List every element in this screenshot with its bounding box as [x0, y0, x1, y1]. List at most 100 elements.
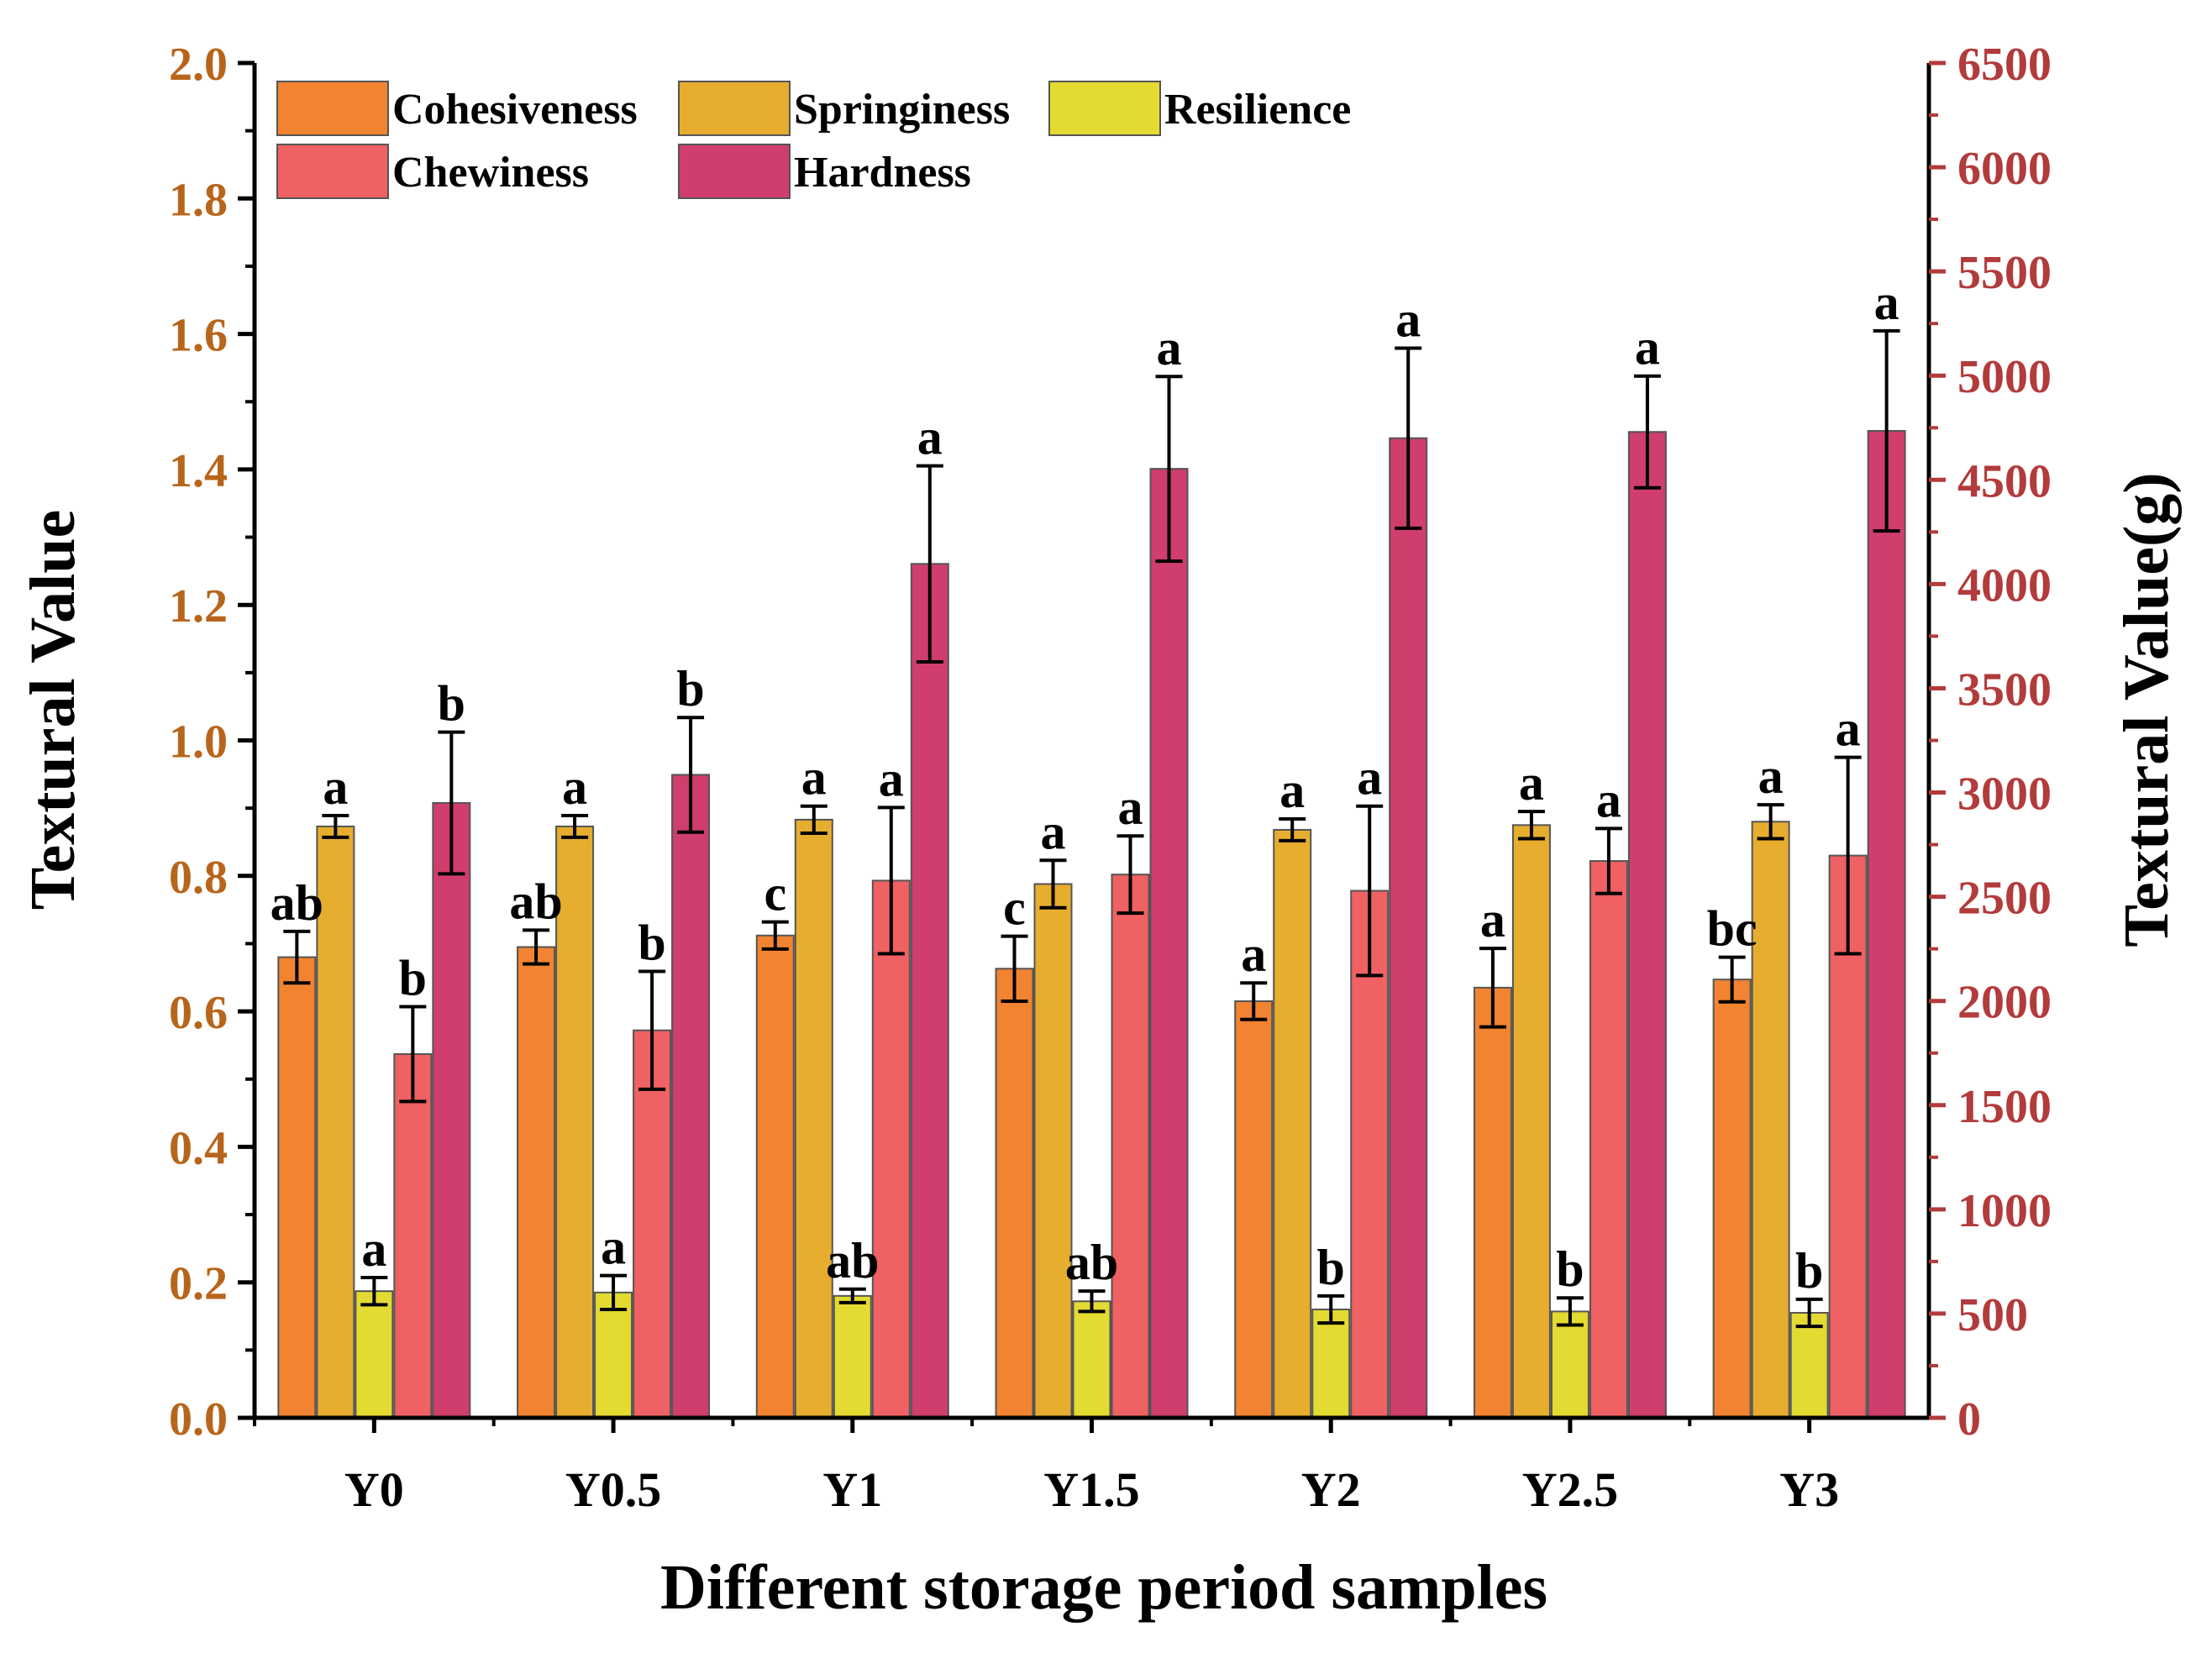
y-left-tick-label: 2.0	[169, 39, 228, 91]
y-right-tick-label: 3000	[1957, 769, 2052, 821]
significance-letter: b	[1317, 1240, 1345, 1295]
y-left-tick-label: 1.4	[169, 445, 228, 497]
x-tick-label: Y0	[344, 1462, 404, 1517]
y-left-tick-label: 0.6	[169, 987, 228, 1039]
y-right-tick-label: 4000	[1957, 559, 2052, 611]
significance-letter: c	[1003, 880, 1026, 936]
y-left-tick-label: 1.0	[169, 716, 228, 769]
legend: Cohesiveness Springiness Resilience Chewine…	[276, 81, 1351, 199]
significance-letter: a	[601, 1220, 626, 1275]
bar-chewiness[interactable]	[1111, 874, 1150, 1419]
bar-cohesiveness[interactable]	[995, 968, 1034, 1419]
y-right-tick-label: 2000	[1957, 977, 2052, 1029]
y-right-tick-label: 5000	[1957, 351, 2052, 403]
significance-letter: c	[764, 866, 786, 921]
significance-letter: a	[1118, 779, 1143, 835]
legend-swatch-chewiness	[276, 144, 389, 199]
bar-hardness[interactable]	[1389, 437, 1428, 1419]
y-right-tick-label: 500	[1957, 1289, 2028, 1341]
bar-hardness[interactable]	[1627, 431, 1667, 1419]
x-tick-label: Y2.5	[1522, 1462, 1618, 1517]
bar-cohesiveness[interactable]	[1473, 986, 1512, 1419]
significance-letter: a	[801, 750, 827, 806]
y-axis-label-right: Textural Value(g)	[2111, 472, 2182, 947]
x-tick-label: Y2	[1301, 1462, 1361, 1517]
legend-label-cohesiveness: Cohesiveness	[392, 86, 638, 134]
bar-resilience[interactable]	[1072, 1300, 1111, 1419]
significance-letter: a	[1279, 763, 1305, 818]
significance-letter: b	[638, 916, 665, 971]
significance-letter: a	[1836, 701, 1861, 757]
legend-label-resilience: Resilience	[1164, 86, 1351, 134]
bar-springiness[interactable]	[1751, 821, 1790, 1419]
bar-chewiness[interactable]	[1589, 860, 1628, 1419]
y-right-tick-label: 1500	[1957, 1081, 2052, 1133]
significance-letter: a	[879, 751, 904, 806]
significance-letter: a	[1758, 748, 1784, 804]
significance-letter: b	[438, 676, 465, 732]
significance-letter: a	[1635, 320, 1660, 375]
y-right-tick-label: 6000	[1957, 143, 2052, 195]
bar-cohesiveness[interactable]	[277, 956, 317, 1419]
significance-letter: a	[917, 410, 943, 465]
significance-letter: a	[361, 1221, 386, 1277]
bar-springiness[interactable]	[1273, 828, 1312, 1419]
legend-label-chewiness: Chewiness	[392, 149, 589, 197]
y-left-tick-label: 0.0	[169, 1393, 228, 1446]
bar-resilience[interactable]	[1789, 1311, 1829, 1419]
legend-label-hardness: Hardness	[794, 149, 971, 197]
bar-cohesiveness[interactable]	[755, 934, 795, 1419]
bar-hardness[interactable]	[910, 563, 949, 1419]
bar-springiness[interactable]	[1033, 883, 1073, 1419]
legend-swatch-cohesiveness	[276, 81, 389, 136]
significance-letter: ab	[1065, 1235, 1118, 1290]
bar-hardness[interactable]	[1867, 429, 1906, 1419]
bar-chewiness[interactable]	[393, 1052, 433, 1419]
bar-resilience[interactable]	[1311, 1308, 1351, 1419]
bars	[277, 429, 1906, 1419]
bar-hardness[interactable]	[1149, 468, 1189, 1419]
bar-hardness[interactable]	[432, 801, 471, 1419]
significance-letter: a	[1357, 750, 1382, 806]
bar-chewiness[interactable]	[1350, 889, 1390, 1419]
y-right-tick-label: 2500	[1957, 873, 2052, 925]
bar-resilience[interactable]	[355, 1290, 394, 1419]
y-right-tick-label: 6500	[1957, 39, 2052, 91]
significance-letter: a	[1874, 275, 1899, 330]
bar-hardness[interactable]	[671, 774, 711, 1419]
bar-springiness[interactable]	[1511, 824, 1551, 1419]
significance-letter: ab	[271, 875, 323, 931]
legend-swatch-resilience	[1048, 81, 1161, 136]
bar-springiness[interactable]	[316, 825, 355, 1419]
significance-letter: a	[323, 759, 348, 815]
bar-resilience[interactable]	[1550, 1310, 1589, 1419]
y-right-tick-label: 5500	[1957, 247, 2052, 299]
y-left-tick-label: 1.2	[169, 580, 228, 632]
legend-swatch-springiness	[678, 81, 791, 136]
y-left-tick-label: 1.6	[169, 310, 228, 362]
y-left-tick-label: 1.8	[169, 174, 228, 226]
significance-letter: a	[1041, 804, 1066, 859]
bar-cohesiveness[interactable]	[517, 946, 556, 1419]
significance-letter: a	[1241, 926, 1266, 982]
bar-cohesiveness[interactable]	[1712, 979, 1752, 1419]
bar-resilience[interactable]	[833, 1294, 872, 1419]
significance-letter: b	[1556, 1241, 1584, 1297]
bar-resilience[interactable]	[594, 1291, 633, 1419]
y-left-tick-label: 0.4	[169, 1122, 228, 1174]
significance-letter: b	[676, 661, 704, 716]
y-right-tick-label: 0	[1957, 1393, 1981, 1446]
x-tick-label: Y1.5	[1043, 1462, 1139, 1517]
significance-letter: a	[1157, 320, 1182, 375]
bar-chewiness[interactable]	[871, 879, 911, 1419]
x-tick-label: Y0.5	[565, 1462, 661, 1517]
y-right-tick-label: 3500	[1957, 664, 2052, 716]
significance-letter: a	[562, 759, 587, 815]
bar-cohesiveness[interactable]	[1234, 1000, 1274, 1419]
significance-letter: a	[1596, 772, 1621, 827]
y-right-tick-label: 1000	[1957, 1185, 2052, 1237]
bar-springiness[interactable]	[794, 818, 833, 1419]
legend-swatch-hardness	[678, 144, 791, 199]
